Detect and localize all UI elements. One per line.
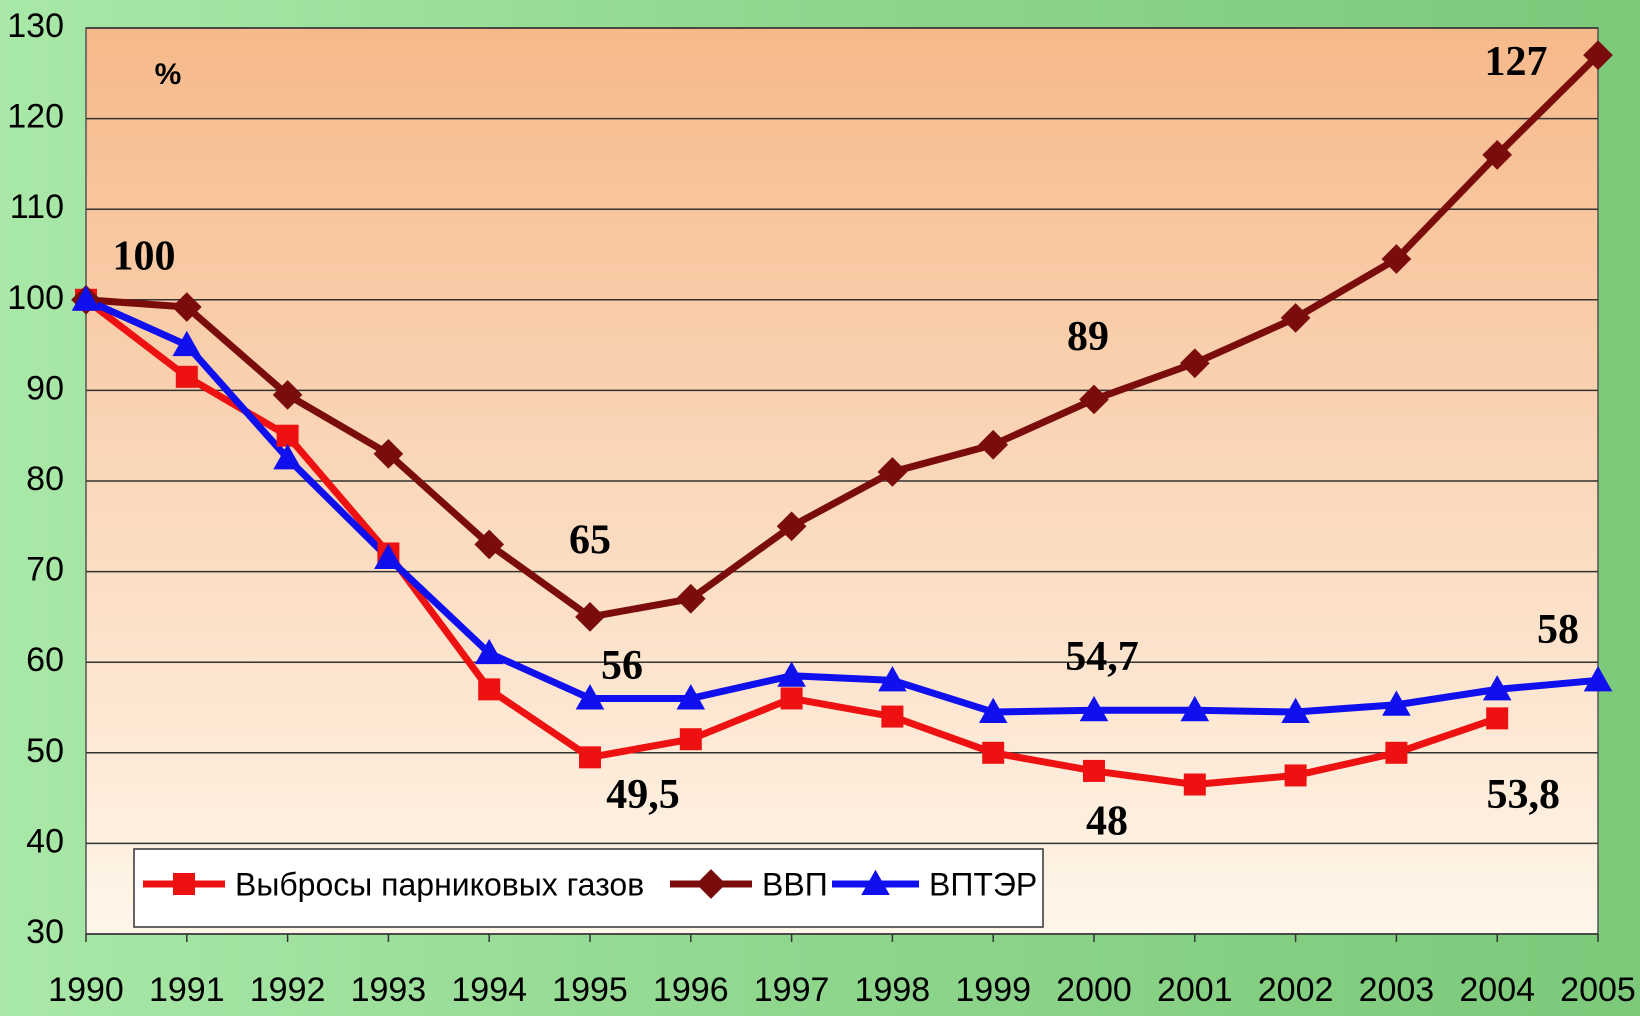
x-tick-label: 1994 — [451, 971, 527, 1009]
legend-label: ВПТЭР — [929, 866, 1037, 902]
x-tick-label: 2004 — [1459, 971, 1535, 1009]
marker — [273, 444, 302, 470]
series-line — [84, 296, 1599, 716]
marker — [878, 666, 907, 692]
y-tick-label: 110 — [10, 188, 64, 226]
marker — [474, 529, 505, 560]
y-tick-label: 90 — [26, 369, 64, 407]
x-tick-label: 1990 — [48, 971, 124, 1009]
marker — [1179, 348, 1210, 379]
x-tick-label: 1991 — [149, 971, 225, 1009]
marker — [171, 292, 202, 322]
marker — [478, 678, 501, 701]
marker — [877, 457, 908, 487]
series-line — [85, 52, 1601, 621]
marker — [679, 728, 702, 751]
marker — [1382, 690, 1411, 716]
marker — [676, 684, 706, 710]
marker — [575, 602, 605, 632]
marker — [881, 705, 904, 728]
marker — [696, 869, 726, 899]
y-tick-label: 50 — [26, 732, 64, 770]
y-tick-label: 120 — [7, 98, 64, 136]
marker — [1486, 707, 1509, 730]
y-tick-label: 40 — [26, 822, 64, 860]
data-label: 49,5 — [606, 772, 680, 818]
x-tick-label: 2003 — [1359, 971, 1435, 1009]
marker — [1482, 675, 1512, 701]
x-tick-label: 1995 — [552, 971, 628, 1009]
y-tick-label: 130 — [7, 7, 64, 45]
marker — [474, 638, 504, 665]
legend-box — [133, 848, 1044, 928]
marker — [575, 684, 605, 710]
x-tick-label: 2001 — [1157, 971, 1233, 1009]
marker — [374, 543, 403, 570]
marker — [982, 741, 1005, 764]
data-label: 65 — [569, 518, 611, 564]
marker — [776, 511, 807, 542]
x-tick-label: 1992 — [250, 971, 326, 1009]
marker — [1183, 773, 1206, 796]
marker — [1381, 244, 1412, 274]
y-tick-label: 70 — [26, 551, 64, 589]
x-tick-label: 2000 — [1056, 971, 1132, 1009]
marker — [675, 583, 706, 614]
marker — [1180, 695, 1210, 722]
data-label: 127 — [1485, 39, 1548, 85]
x-tick-label: 2002 — [1258, 971, 1334, 1009]
x-tick-label: 1993 — [351, 971, 427, 1009]
y-tick-label: 60 — [26, 641, 64, 679]
marker — [1482, 139, 1513, 170]
marker — [861, 869, 890, 895]
marker — [71, 285, 101, 311]
marker — [780, 687, 803, 710]
legend-label: ВВП — [762, 866, 828, 902]
legend-label: Выбросы парниковых газов — [235, 866, 644, 902]
x-tick-label: 2005 — [1560, 971, 1636, 1009]
marker — [172, 330, 202, 357]
y-tick-label: 80 — [26, 460, 64, 498]
marker — [272, 380, 303, 410]
marker — [175, 365, 198, 388]
data-label: 56 — [601, 643, 643, 689]
data-label: 89 — [1067, 314, 1109, 360]
data-label: 100 — [113, 233, 176, 279]
marker — [978, 697, 1008, 724]
annotation: % — [155, 58, 182, 91]
data-label: 58 — [1537, 607, 1579, 653]
marker — [1083, 759, 1105, 782]
marker — [978, 429, 1009, 460]
x-tick-label: 1997 — [754, 971, 830, 1009]
marker — [1284, 764, 1307, 787]
marker — [1280, 303, 1311, 333]
marker — [1583, 666, 1613, 692]
x-tick-label: 1999 — [955, 971, 1031, 1009]
x-tick-label: 1996 — [653, 971, 729, 1009]
y-tick-label: 100 — [7, 279, 64, 317]
marker — [579, 746, 601, 769]
data-label: 54,7 — [1065, 634, 1139, 680]
x-tick-label: 1998 — [855, 971, 931, 1009]
marker — [173, 873, 195, 895]
y-tick-label: 30 — [26, 913, 64, 951]
marker — [1079, 695, 1109, 722]
marker — [1079, 384, 1109, 415]
marker — [276, 424, 299, 447]
marker — [373, 438, 404, 469]
marker — [1385, 741, 1408, 764]
data-label: 53,8 — [1486, 772, 1560, 818]
marker — [777, 661, 806, 687]
marker — [1583, 40, 1613, 71]
data-label: 48 — [1086, 799, 1128, 845]
marker — [1281, 697, 1310, 724]
